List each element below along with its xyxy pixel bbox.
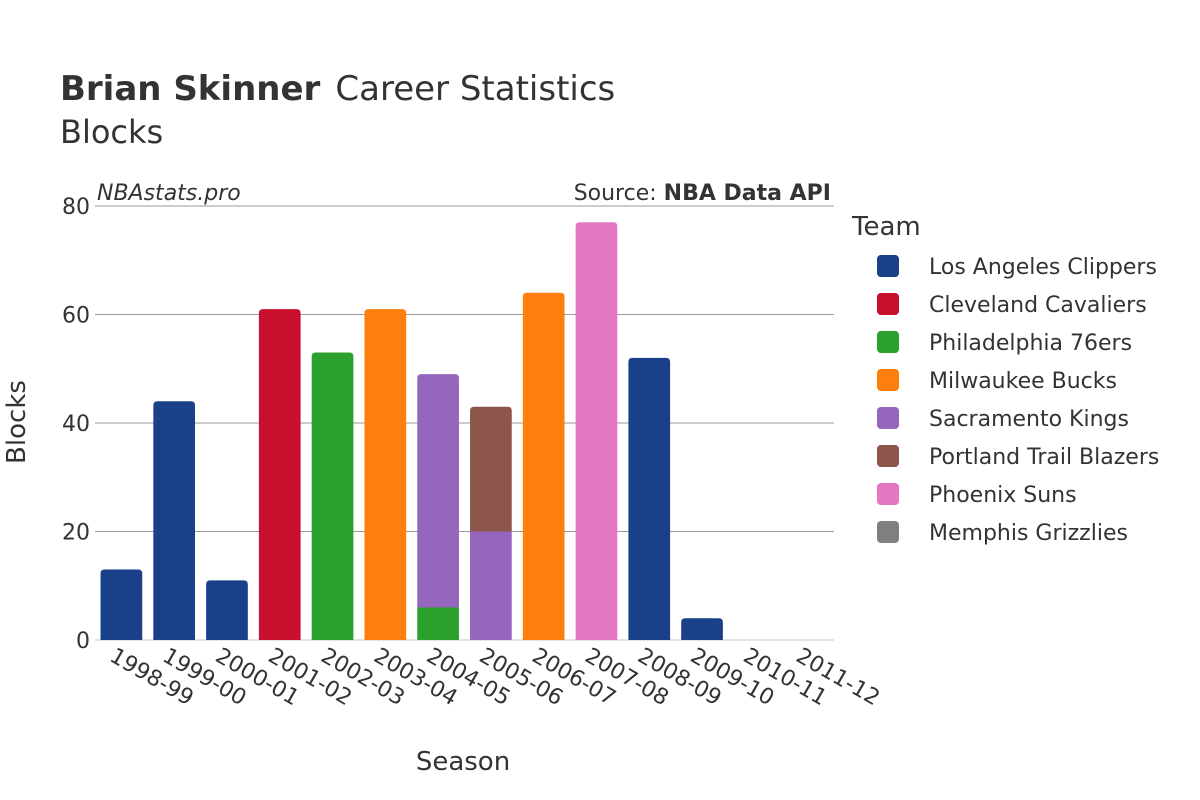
- title-player-name: Brian Skinner: [60, 69, 321, 109]
- legend-label-milwaukee-bucks: Milwaukee Bucks: [929, 369, 1117, 394]
- bar-1999-00-los-angeles-clippers: [153, 401, 196, 640]
- legend-label-cleveland-cavaliers: Cleveland Cavaliers: [929, 293, 1147, 318]
- legend-swatch-memphis-grizzlies: [877, 521, 899, 543]
- y-tick-label-40: 40: [62, 412, 90, 437]
- legend-label-portland-trail-blazers: Portland Trail Blazers: [929, 445, 1159, 470]
- gridlines: [95, 205, 834, 641]
- x-axis-ticks: 1998-991999-002000-012001-022002-032003-…: [105, 644, 883, 712]
- watermark: NBAstats.pro: [97, 181, 241, 206]
- y-axis-title: Blocks: [2, 380, 32, 464]
- title-rest: Career Statistics: [335, 69, 615, 109]
- bars: [100, 222, 723, 640]
- y-tick-label-80: 80: [62, 195, 90, 220]
- legend-label-sacramento-kings: Sacramento Kings: [929, 407, 1129, 432]
- bar-2002-03-philadelphia-76ers: [311, 352, 354, 640]
- bar-2009-10-los-angeles-clippers: [681, 618, 723, 640]
- y-axis-ticks: 0 20 40 60 80: [62, 195, 90, 654]
- bar-2001-02-cleveland-cavaliers: [258, 309, 301, 640]
- source-value: NBA Data API: [664, 181, 831, 206]
- legend-swatch-philadelphia-76ers: [877, 331, 899, 353]
- x-axis-title: Season: [416, 747, 510, 777]
- legend-swatch-cleveland-cavaliers: [877, 293, 899, 315]
- y-tick-label-0: 0: [76, 629, 90, 654]
- legend-swatch-sacramento-kings: [877, 407, 899, 429]
- bar-2008-09-los-angeles-clippers: [628, 357, 671, 640]
- bar-2004-05-philadelphia-76ers: [417, 607, 459, 640]
- bar-2000-01-los-angeles-clippers: [206, 580, 248, 640]
- chart-subtitle: Blocks: [60, 113, 163, 151]
- legend-label-memphis-grizzlies: Memphis Grizzlies: [929, 521, 1128, 546]
- bar-1998-99-los-angeles-clippers: [100, 569, 143, 640]
- legend-swatch-los-angeles-clippers: [877, 255, 899, 277]
- source-credit: Source: NBA Data API: [574, 181, 831, 206]
- legend-swatch-phoenix-suns: [877, 483, 899, 505]
- legend-label-philadelphia-76ers: Philadelphia 76ers: [929, 331, 1132, 356]
- source-label: Source:: [574, 181, 664, 206]
- legend-label-los-angeles-clippers: Los Angeles Clippers: [929, 255, 1157, 280]
- legend-swatch-portland-trail-blazers: [877, 445, 899, 467]
- bar-2004-05-sacramento-kings: [417, 374, 459, 608]
- bar-2006-07-milwaukee-bucks: [522, 292, 565, 640]
- legend-title: Team: [851, 212, 921, 242]
- legend: Team Los Angeles Clippers Cleveland Caval…: [851, 212, 1159, 546]
- chart-title: Brian Skinner Career Statistics: [60, 69, 615, 109]
- chart-header: Brian Skinner Career Statistics Blocks: [60, 69, 615, 151]
- bar-2005-06-portland-trail-blazers: [470, 406, 512, 532]
- bar-2007-08-phoenix-suns: [575, 222, 618, 640]
- bar-2003-04-milwaukee-bucks: [364, 309, 407, 640]
- bar-2005-06-sacramento-kings: [470, 531, 512, 640]
- y-tick-label-20: 20: [62, 521, 90, 546]
- legend-label-phoenix-suns: Phoenix Suns: [929, 483, 1077, 508]
- legend-swatch-milwaukee-bucks: [877, 369, 899, 391]
- y-tick-label-60: 60: [62, 304, 90, 329]
